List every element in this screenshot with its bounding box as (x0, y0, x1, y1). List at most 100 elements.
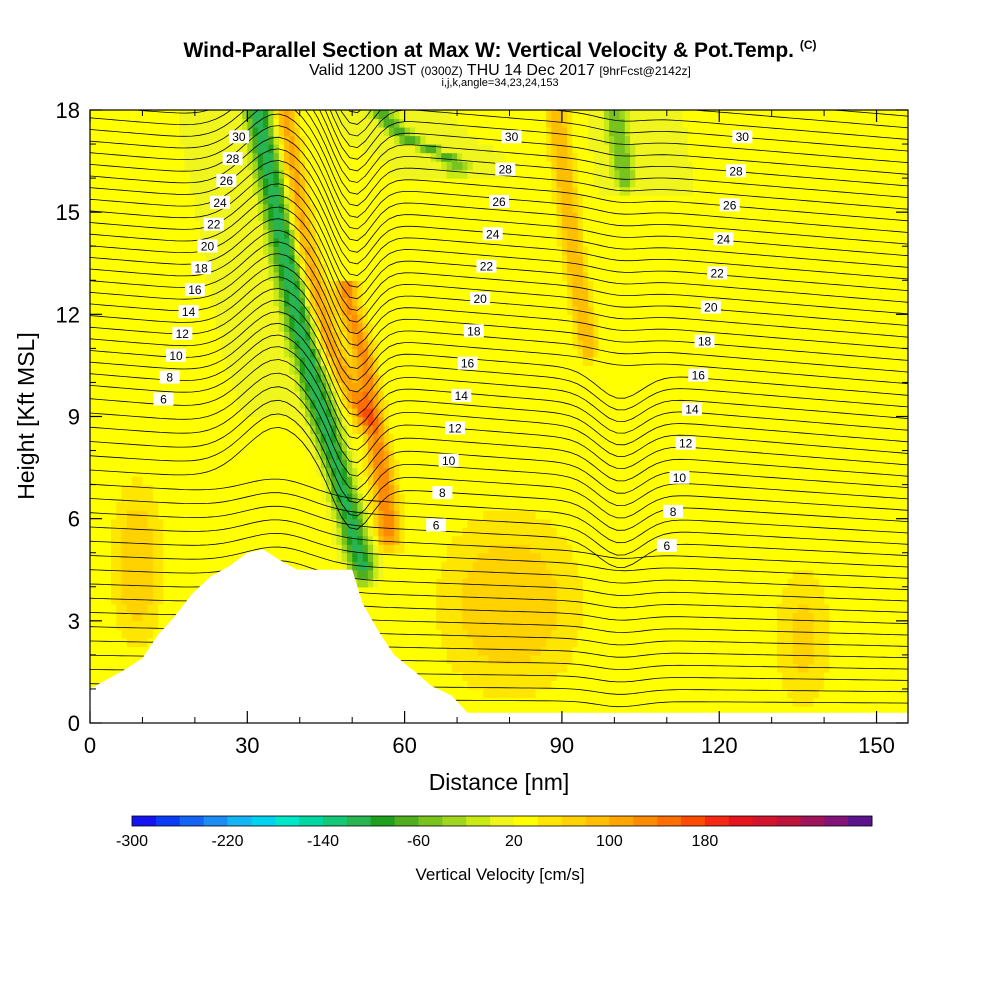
velocity-cell (116, 629, 122, 639)
velocity-cell (247, 186, 254, 196)
velocity-cell (289, 280, 296, 290)
velocity-cell (357, 229, 364, 239)
velocity-cell (415, 459, 421, 469)
velocity-cell (367, 161, 374, 171)
velocity-cell (284, 322, 290, 332)
velocity-cell (430, 322, 437, 332)
velocity-cell (221, 510, 227, 520)
velocity-cell (231, 246, 238, 256)
velocity-cell (252, 178, 259, 188)
velocity-cell (257, 280, 264, 290)
velocity-cell (352, 518, 358, 528)
velocity-cell (436, 348, 442, 358)
velocity-cell (289, 195, 296, 205)
velocity-cell (194, 178, 201, 188)
velocity-cell (257, 144, 264, 154)
velocity-cell (142, 399, 149, 409)
velocity-cell (163, 450, 170, 460)
velocity-cell (404, 654, 411, 664)
velocity-cell (341, 161, 348, 171)
velocity-cell (221, 314, 227, 324)
velocity-cell (278, 510, 285, 520)
velocity-cell (131, 561, 138, 571)
velocity-cell (131, 382, 138, 392)
velocity-cell (378, 425, 385, 435)
velocity-cell (346, 280, 353, 290)
velocity-cell (111, 569, 117, 579)
velocity-cell (100, 408, 107, 418)
velocity-cell (420, 246, 427, 256)
velocity-cell (179, 459, 185, 469)
velocity-cell (189, 220, 196, 230)
velocity-cell (373, 212, 379, 222)
velocity-cell (326, 263, 332, 273)
velocity-cell (294, 399, 301, 409)
velocity-cell (284, 220, 290, 230)
velocity-cell (415, 391, 421, 401)
velocity-cell (299, 450, 306, 460)
velocity-cell (263, 373, 269, 383)
velocity-cell (399, 544, 406, 554)
velocity-cell (336, 229, 343, 239)
velocity-cell (221, 186, 227, 196)
velocity-cell (373, 110, 379, 120)
velocity-cell (100, 518, 107, 528)
velocity-cell (200, 425, 206, 435)
velocity-cell (299, 391, 306, 401)
velocity-cell (346, 561, 353, 571)
velocity-cell (100, 501, 107, 511)
velocity-cell (131, 254, 138, 264)
velocity-cell (436, 178, 442, 188)
velocity-cell (111, 356, 117, 366)
velocity-cell (289, 212, 296, 222)
velocity-cell (367, 127, 374, 137)
velocity-cell (137, 237, 143, 247)
velocity-cell (215, 305, 222, 315)
velocity-cell (357, 459, 364, 469)
velocity-cell (273, 314, 280, 324)
velocity-cell (90, 578, 96, 588)
velocity-cell (420, 518, 427, 528)
velocity-cell (446, 467, 453, 477)
velocity-cell (394, 178, 400, 188)
velocity-cell (116, 229, 122, 239)
velocity-cell (100, 450, 107, 460)
velocity-cell (147, 212, 154, 222)
velocity-cell (263, 527, 269, 537)
velocity-cell (147, 552, 154, 562)
velocity-cell (163, 510, 170, 520)
velocity-cell (367, 305, 374, 315)
velocity-cell (404, 169, 411, 179)
velocity-cell (100, 305, 107, 315)
velocity-cell (320, 203, 327, 213)
velocity-cell (362, 569, 369, 579)
velocity-cell (200, 144, 206, 154)
velocity-cell (242, 476, 248, 486)
velocity-cell (409, 152, 416, 162)
velocity-cell (215, 408, 222, 418)
velocity-cell (394, 161, 400, 171)
velocity-cell (415, 118, 421, 128)
velocity-cell (173, 442, 180, 452)
velocity-cell (336, 237, 343, 247)
velocity-cell (388, 135, 395, 145)
velocity-cell (352, 552, 358, 562)
velocity-cell (247, 110, 254, 120)
velocity-cell (126, 373, 133, 383)
velocity-cell (205, 169, 212, 179)
velocity-cell (409, 561, 416, 571)
velocity-cell (158, 416, 164, 426)
velocity-cell (147, 578, 154, 588)
velocity-cell (210, 569, 217, 579)
velocity-cell (215, 484, 222, 494)
velocity-cell (425, 510, 432, 520)
velocity-cell (289, 220, 296, 230)
velocity-cell (378, 263, 385, 273)
velocity-cell (436, 161, 442, 171)
velocity-cell (189, 356, 196, 366)
velocity-cell (179, 186, 185, 196)
velocity-cell (315, 348, 322, 358)
velocity-cell (425, 425, 432, 435)
velocity-cell (299, 135, 306, 145)
velocity-cell (210, 442, 217, 452)
